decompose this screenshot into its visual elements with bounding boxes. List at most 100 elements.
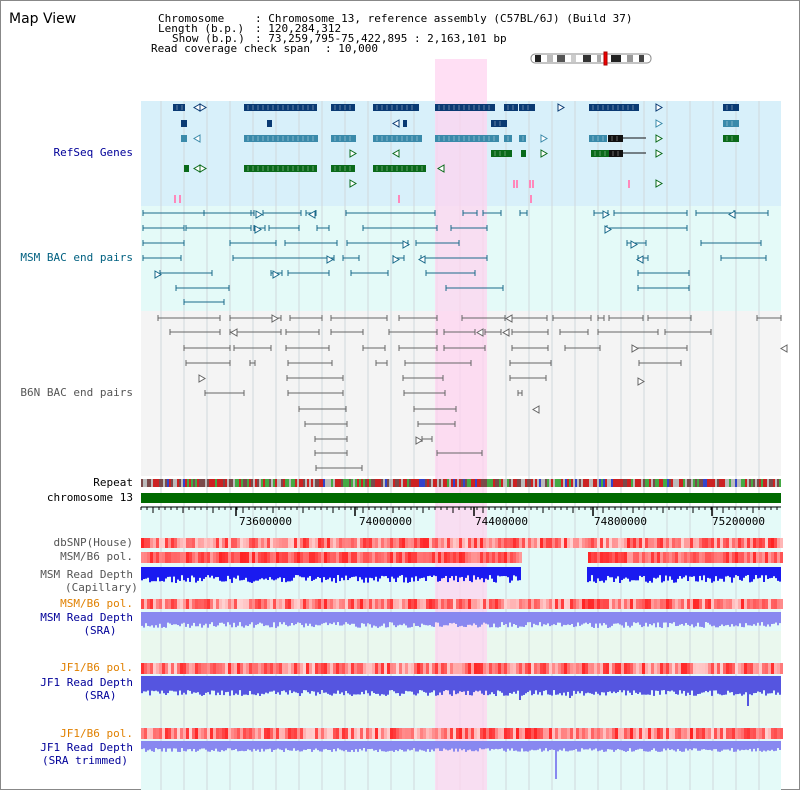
- repeat-mark: [589, 479, 591, 487]
- polymorphism-mark: [768, 538, 771, 548]
- read-depth-bar: [465, 676, 467, 695]
- read-depth-bar: [411, 612, 413, 627]
- repeat-mark: [749, 479, 751, 487]
- polymorphism-mark: [537, 599, 540, 609]
- read-depth-bar: [521, 741, 523, 749]
- gene-arrow: [502, 328, 510, 337]
- repeat-mark: [195, 479, 197, 487]
- polymorphism-mark: [672, 728, 675, 739]
- polymorphism-mark: [321, 538, 324, 548]
- read-depth-bar: [455, 676, 457, 695]
- read-depth-bar: [553, 741, 555, 751]
- polymorphism-mark: [549, 538, 552, 548]
- polymorphism-mark: [483, 728, 486, 739]
- polymorphism-mark: [453, 663, 456, 674]
- read-depth-bar: [511, 567, 513, 581]
- polymorphism-mark: [699, 663, 702, 674]
- read-depth-bar: [461, 676, 463, 692]
- polymorphism-mark: [255, 552, 258, 563]
- repeat-mark: [273, 479, 275, 487]
- read-depth-bar: [289, 567, 291, 582]
- read-depth-bar: [629, 741, 631, 749]
- axis-tick-label: 74800000: [594, 515, 647, 528]
- read-depth-bar: [475, 612, 477, 625]
- polymorphism-mark: [405, 663, 408, 674]
- polymorphism-mark: [762, 663, 765, 674]
- read-depth-bar: [705, 567, 707, 582]
- read-depth-bar: [433, 612, 435, 627]
- polymorphism-mark: [726, 538, 729, 548]
- read-depth-bar: [221, 567, 223, 582]
- polymorphism-mark: [579, 599, 582, 609]
- polymorphism-mark: [672, 599, 675, 609]
- read-depth-bar: [219, 676, 221, 695]
- repeat-mark: [149, 479, 151, 487]
- polymorphism-mark: [237, 538, 240, 548]
- read-depth-bar: [297, 612, 299, 623]
- polymorphism-mark: [750, 538, 753, 548]
- repeat-mark: [667, 479, 669, 487]
- repeat-mark: [511, 479, 513, 487]
- read-depth-bar: [175, 612, 177, 625]
- repeat-mark: [729, 479, 731, 487]
- polymorphism-mark: [714, 538, 717, 548]
- polymorphism-mark: [669, 663, 672, 674]
- read-depth-bar: [303, 567, 305, 578]
- polymorphism-mark: [414, 552, 417, 563]
- polymorphism-mark: [537, 728, 540, 739]
- read-depth-bar: [147, 676, 149, 691]
- repeat-mark: [321, 479, 323, 487]
- polymorphism-mark: [288, 538, 291, 548]
- read-depth-bar: [753, 612, 755, 625]
- polymorphism-mark: [543, 728, 546, 739]
- polymorphism-mark: [273, 663, 276, 674]
- read-depth-bar: [217, 676, 219, 693]
- polymorphism-mark: [471, 728, 474, 739]
- polymorphism-mark: [300, 728, 303, 739]
- repeat-mark: [261, 479, 263, 487]
- read-depth-bar: [677, 676, 679, 695]
- repeat-mark: [219, 479, 221, 487]
- polymorphism-mark: [273, 599, 276, 609]
- gene-feature: [609, 150, 623, 157]
- repeat-mark: [207, 479, 209, 487]
- read-depth-bar: [733, 676, 735, 696]
- read-depth-bar: [547, 676, 549, 695]
- read-depth-bar: [257, 676, 259, 694]
- read-depth-bar: [675, 567, 677, 583]
- read-depth-bar: [295, 567, 297, 576]
- polymorphism-mark: [549, 728, 552, 739]
- polymorphism-mark: [357, 663, 360, 674]
- read-depth-bar: [319, 676, 321, 695]
- polymorphism-mark: [678, 538, 681, 548]
- polymorphism-mark: [225, 728, 228, 739]
- polymorphism-mark: [627, 728, 630, 739]
- read-depth-bar: [213, 676, 215, 691]
- read-depth-bar: [497, 567, 499, 576]
- read-depth-bar: [215, 567, 217, 578]
- read-depth-bar: [641, 676, 643, 695]
- repeat-mark: [305, 479, 307, 487]
- read-depth-bar: [313, 741, 315, 750]
- read-depth-bar: [509, 741, 511, 751]
- read-depth-bar: [629, 676, 631, 693]
- read-depth-bar: [619, 612, 621, 625]
- read-depth-bar: [259, 612, 261, 623]
- polymorphism-mark: [780, 538, 783, 548]
- read-depth-bar: [721, 741, 723, 751]
- read-depth-bar: [151, 741, 153, 752]
- polymorphism-mark: [564, 663, 567, 674]
- read-depth-bar: [227, 676, 229, 692]
- polymorphism-mark: [492, 663, 495, 674]
- polymorphism-mark: [771, 663, 774, 674]
- polymorphism-mark: [390, 552, 393, 563]
- repeat-mark: [343, 479, 345, 487]
- polymorphism-mark: [231, 538, 234, 548]
- polymorphism-mark: [747, 728, 750, 739]
- read-depth-bar: [579, 612, 581, 626]
- read-depth-bar: [499, 612, 501, 627]
- read-depth-bar: [575, 741, 577, 750]
- polymorphism-mark: [201, 663, 204, 674]
- polymorphism-mark: [675, 538, 678, 548]
